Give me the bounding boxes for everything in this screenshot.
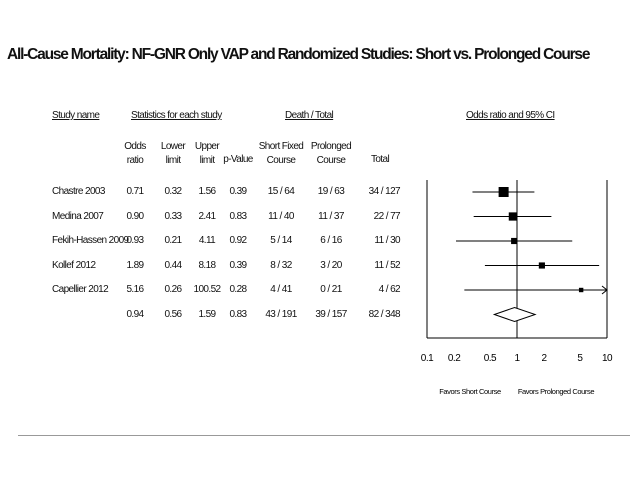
x-tick-label-3: 1 <box>514 353 520 364</box>
header-odds-ratio-ci: Odds ratio and 95% CI <box>466 110 555 121</box>
row-2-p: 0.92 <box>229 235 247 246</box>
row-4-upper: 100.52 <box>193 284 222 295</box>
favors-left-label: Favors Short Course <box>439 387 501 396</box>
row-1-total: 22 / 77 <box>373 210 401 222</box>
row-1-or: 0.90 <box>126 210 144 222</box>
summary-lower: 0.56 <box>164 308 182 320</box>
favors-right-label: Favors Prolonged Course <box>518 387 594 396</box>
header-short-line1: Short Fixed <box>258 141 304 152</box>
header-prolonged-line1: Prolonged <box>310 141 352 152</box>
ci-arrow-4 <box>601 285 608 295</box>
row-4-prolonged: 0 / 21 <box>320 284 342 295</box>
row-1-lower: 0.33 <box>164 210 182 222</box>
header-short-line2: Course <box>266 155 296 166</box>
row-1-prolonged: 11 / 37 <box>318 210 344 222</box>
row-0-study: Chastre 2003 <box>52 186 105 197</box>
header-p-value: p-Value <box>223 154 253 165</box>
row-0-short: 15 / 64 <box>267 186 295 197</box>
row-3-upper: 8.18 <box>198 259 216 271</box>
x-tick-label-4: 2 <box>542 353 548 364</box>
header-lower-line1: Lower <box>160 141 186 152</box>
x-tick-label-6: 10 <box>602 353 613 364</box>
row-4-p: 0.28 <box>229 284 247 295</box>
x-tick-label-5: 5 <box>577 353 583 364</box>
header-statistics: Statistics for each study <box>131 110 222 121</box>
header-odds-ratio-line2: ratio <box>126 155 144 166</box>
summary-p: 0.83 <box>229 308 247 320</box>
summary-diamond <box>492 306 537 323</box>
row-3-prolonged: 3 / 20 <box>320 259 342 271</box>
summary-upper: 1.59 <box>198 308 216 320</box>
chart-title: All-Cause Mortality: NF-GNR Only VAP and… <box>7 46 590 63</box>
summary-short: 43 / 191 <box>265 308 297 320</box>
row-0-total: 34 / 127 <box>368 186 401 197</box>
row-3-total: 11 / 52 <box>374 259 400 271</box>
header-odds-ratio: Odds ratio <box>120 140 150 168</box>
row-1-short: 11 / 40 <box>268 210 294 222</box>
point-estimate-1 <box>508 212 518 221</box>
summary-or: 0.94 <box>126 308 144 320</box>
row-2-upper: 4.11 <box>198 235 216 246</box>
row-2-total: 11 / 30 <box>374 235 400 246</box>
header-upper-limit: Upper limit <box>192 140 222 168</box>
row-4-short: 4 / 41 <box>270 284 292 295</box>
header-total: Total <box>370 154 390 165</box>
x-tick-label-0: 0.1 <box>421 353 434 364</box>
row-0-or: 0.71 <box>126 186 144 197</box>
row-4-total: 4 / 62 <box>378 284 401 295</box>
row-4-lower: 0.26 <box>164 284 182 295</box>
row-2-study: Fekih-Hassen 2009 <box>52 235 129 246</box>
header-lower-line2: limit <box>165 155 181 166</box>
row-0-lower: 0.32 <box>164 186 182 197</box>
row-3-study: Kollef 2012 <box>52 259 96 271</box>
point-estimate-2 <box>511 237 518 245</box>
header-study-name: Study name <box>52 110 100 121</box>
header-prolonged-line2: Course <box>316 155 346 166</box>
summary-prolonged: 39 / 157 <box>315 308 347 320</box>
row-1-p: 0.83 <box>229 210 247 222</box>
row-2-short: 5 / 14 <box>270 235 292 246</box>
header-prolonged-course: Prolonged Course <box>306 140 356 168</box>
row-2-lower: 0.21 <box>164 235 182 246</box>
row-3-short: 8 / 32 <box>270 259 292 271</box>
x-tick-label-1: 0.2 <box>448 353 461 364</box>
row-4-study: Capellier 2012 <box>52 284 109 295</box>
header-upper-line2: limit <box>199 155 215 166</box>
header-short-course: Short Fixed Course <box>256 140 306 168</box>
point-estimate-3 <box>538 262 545 269</box>
row-3-or: 1.89 <box>126 259 144 271</box>
point-estimate-0 <box>498 187 509 197</box>
header-death-total: Death / Total <box>285 110 334 121</box>
header-odds-ratio-line1: Odds <box>124 141 146 152</box>
row-0-upper: 1.56 <box>198 186 216 197</box>
header-lower-limit: Lower limit <box>158 140 188 168</box>
row-0-p: 0.39 <box>229 186 247 197</box>
row-1-upper: 2.41 <box>198 210 216 222</box>
row-3-p: 0.39 <box>229 259 247 271</box>
header-upper-line1: Upper <box>194 141 220 152</box>
summary-total: 82 / 348 <box>368 308 401 320</box>
row-0-prolonged: 19 / 63 <box>317 186 345 197</box>
point-estimate-4 <box>578 287 584 293</box>
row-1-study: Medina 2007 <box>52 210 104 222</box>
row-2-or: 0.93 <box>126 235 144 246</box>
bottom-divider <box>18 435 630 436</box>
row-3-lower: 0.44 <box>164 259 182 271</box>
row-4-or: 5.16 <box>126 284 144 295</box>
row-2-prolonged: 6 / 16 <box>320 235 342 246</box>
x-tick-label-2: 0.5 <box>484 353 497 364</box>
